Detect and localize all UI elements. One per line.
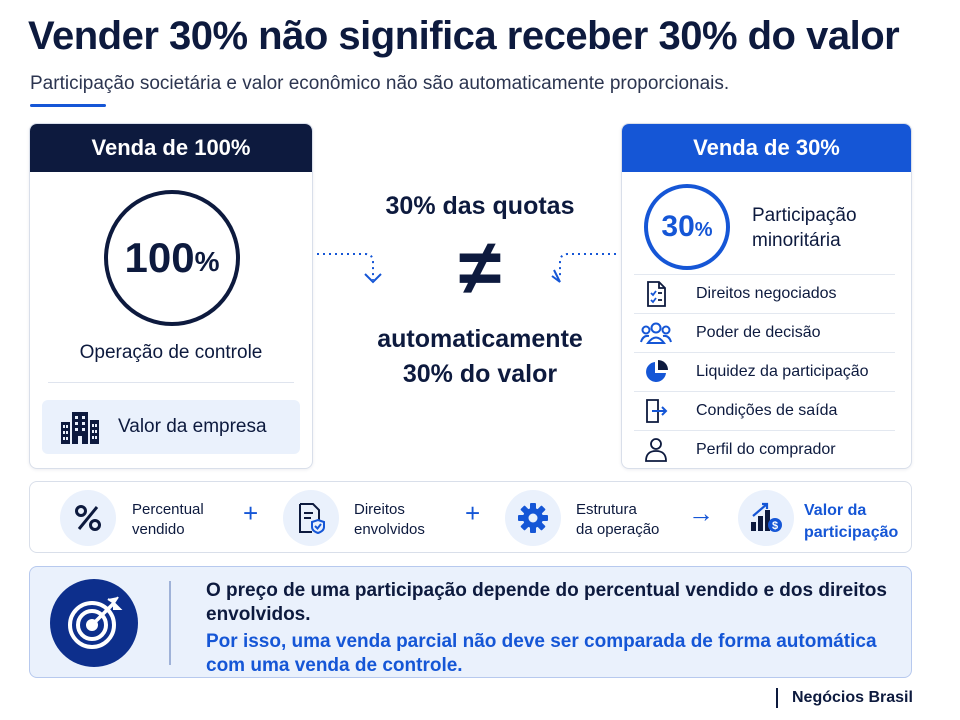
message-line2: Por isso, uma venda parcial não deve ser… <box>206 631 877 677</box>
formula-label-line1: Percentual <box>132 501 204 518</box>
people-group-icon <box>640 322 672 344</box>
checklist-document-icon <box>647 281 666 307</box>
full-sale-ring: 100% <box>104 190 240 326</box>
key-message-box: O preço de uma participação depende do p… <box>29 566 912 678</box>
value-label: automaticamente 30% do valor <box>330 322 630 391</box>
person-icon <box>645 438 667 462</box>
card-partial-sale-title: Venda de 30% <box>622 124 911 172</box>
exit-door-icon <box>646 399 668 423</box>
minority-label-line1: Participação <box>752 205 857 226</box>
money-growth-icon: $ <box>751 502 782 532</box>
message-divider <box>169 581 171 665</box>
gear-icon <box>518 503 548 533</box>
rights-item-label: Direitos negociados <box>696 285 837 302</box>
left-dotted-arrow <box>317 253 382 284</box>
not-equal-symbol: ≠ <box>458 223 502 311</box>
formula-label: Estrutura da operação <box>576 500 659 541</box>
right-dotted-arrow <box>551 253 616 283</box>
full-sale-ring-percent: % <box>194 246 220 277</box>
partial-sale-ring-number: 30 <box>661 210 695 243</box>
formula-label-line1: Valor da <box>804 502 867 519</box>
formula-plus: + <box>465 498 481 528</box>
value-label-line2: 30% do valor <box>402 359 558 388</box>
list-item: Perfil do comprador <box>634 430 895 468</box>
formula-label-line2: da operação <box>576 521 660 539</box>
formula-plus: + <box>243 498 259 528</box>
subtitle-underline <box>30 104 106 107</box>
minority-label-line2: minoritária <box>752 229 841 251</box>
formula-label: Direitos envolvidos <box>354 500 425 541</box>
brand-divider <box>776 688 778 708</box>
rights-item-label: Liquidez da participação <box>696 363 869 380</box>
formula-label-line1: Direitos <box>354 501 405 518</box>
page-title: Vender 30% não significa receber 30% do … <box>28 14 900 58</box>
list-item: Poder de decisão <box>634 313 895 352</box>
target-badge <box>50 579 138 667</box>
formula-label-line2: envolvidos <box>354 521 425 539</box>
list-item: Liquidez da participação <box>634 352 895 391</box>
target-icon <box>68 596 123 649</box>
rights-item-label: Perfil do comprador <box>696 441 836 458</box>
formula-circle <box>283 490 339 546</box>
formula-arrow: → <box>688 498 714 528</box>
formula-label-line2: vendido <box>132 521 185 539</box>
partial-sale-ring-percent: % <box>694 218 713 241</box>
page-subtitle: Participação societária e valor econômic… <box>30 73 730 94</box>
shield-document-icon <box>299 503 325 534</box>
pie-chart-icon <box>646 360 668 382</box>
value-formula: Percentual vendido + Direitos envolvidos… <box>29 481 912 553</box>
formula-circle <box>60 490 116 546</box>
formula-label-line2: participação <box>804 523 899 541</box>
company-value-label: Valor da empresa <box>118 416 267 437</box>
company-value-box: Valor da empresa <box>42 400 300 454</box>
percent-icon <box>75 505 101 531</box>
rights-item-label: Poder de decisão <box>696 324 821 341</box>
value-label-line1: automaticamente <box>377 325 583 353</box>
formula-label-result: Valor da participação <box>804 500 898 543</box>
message-line1: O preço de uma participação depende do p… <box>206 580 887 626</box>
brand-name: Negócios Brasil <box>792 689 913 706</box>
minority-label: Participação minoritária <box>752 204 857 253</box>
list-item: Condições de saída <box>634 391 895 430</box>
full-sale-ring-number: 100 <box>124 234 195 281</box>
list-item: Direitos negociados <box>634 274 895 313</box>
svg-text:$: $ <box>772 520 778 532</box>
formula-label: Percentual vendido <box>132 500 204 541</box>
partial-sale-ring: 30% <box>644 184 730 270</box>
buildings-icon <box>61 412 99 444</box>
rights-list: Direitos negociados Poder de decisão Liq… <box>634 274 895 468</box>
shares-label: 30% das quotas <box>385 192 575 220</box>
card-partial-sale: Venda de 30% 30% Participação minoritári… <box>621 123 912 469</box>
formula-circle <box>505 490 561 546</box>
card-full-sale-title: Venda de 100% <box>30 124 312 172</box>
formula-circle: $ <box>738 490 794 546</box>
formula-label-line1: Estrutura <box>576 501 637 518</box>
card-full-sale: Venda de 100% 100% Operação de controle <box>29 123 313 469</box>
rights-item-label: Condições de saída <box>696 402 838 419</box>
full-sale-caption: Operação de controle <box>79 342 263 363</box>
full-sale-divider <box>48 382 294 383</box>
